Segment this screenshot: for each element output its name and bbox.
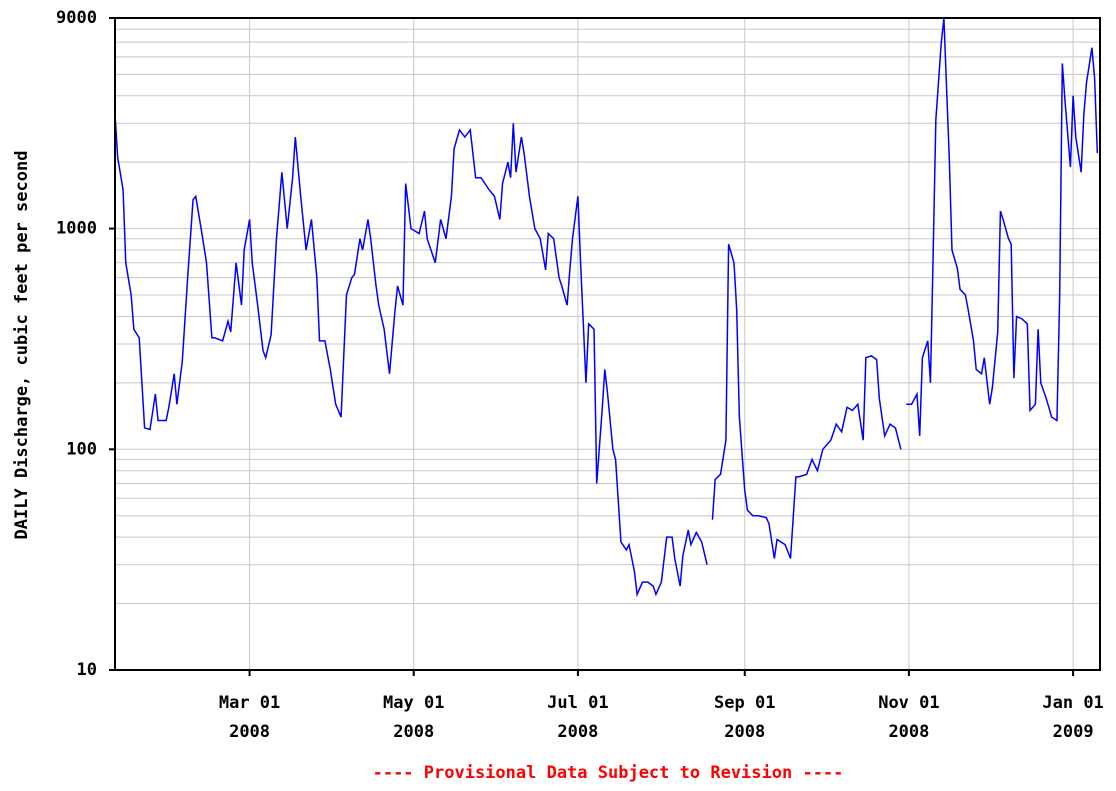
x-tick-label: 2008 — [724, 722, 765, 742]
x-tick-label: 2008 — [229, 722, 270, 742]
data-line — [114, 114, 708, 598]
x-tick-label: May 01 — [383, 693, 444, 713]
y-tick-label: 1000 — [56, 219, 97, 239]
x-tick-label: 2009 — [1053, 722, 1094, 742]
x-tick-label: Sep 01 — [714, 693, 775, 713]
footnote: ---- Provisional Data Subject to Revisio… — [373, 763, 844, 783]
data-line — [711, 243, 902, 559]
y-tick-label: 9000 — [56, 8, 97, 28]
x-tick-label: Nov 01 — [878, 693, 939, 713]
x-tick-label: Jan 01 — [1042, 693, 1103, 713]
plot-frame — [114, 17, 1101, 671]
y-tick-label: 100 — [66, 439, 97, 459]
x-tick-label: 2008 — [557, 722, 598, 742]
series — [114, 17, 1099, 598]
x-tick-label: 2008 — [393, 722, 434, 742]
y-axis-title: DAILY Discharge, cubic feet per second — [12, 151, 32, 540]
x-tick-label: Jul 01 — [547, 693, 608, 713]
x-tick-label: 2008 — [888, 722, 929, 742]
x-tick-label: Mar 01 — [219, 693, 280, 713]
y-tick-label: 10 — [77, 660, 97, 680]
grid — [115, 17, 1100, 671]
data-line — [906, 17, 1099, 436]
